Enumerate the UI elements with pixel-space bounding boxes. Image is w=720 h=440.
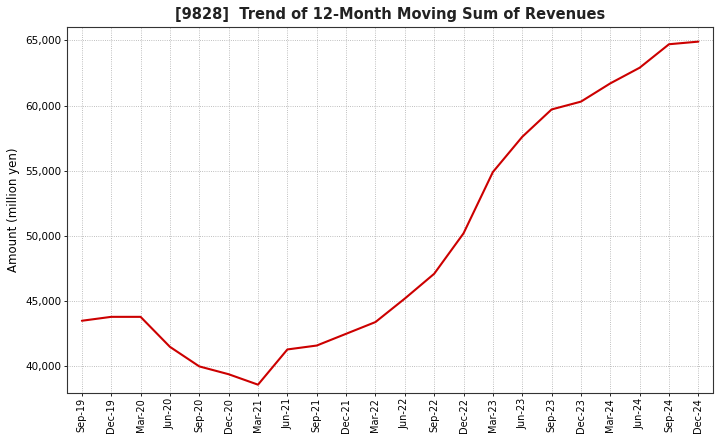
Title: [9828]  Trend of 12-Month Moving Sum of Revenues: [9828] Trend of 12-Month Moving Sum of R… <box>175 7 606 22</box>
Y-axis label: Amount (million yen): Amount (million yen) <box>7 148 20 272</box>
